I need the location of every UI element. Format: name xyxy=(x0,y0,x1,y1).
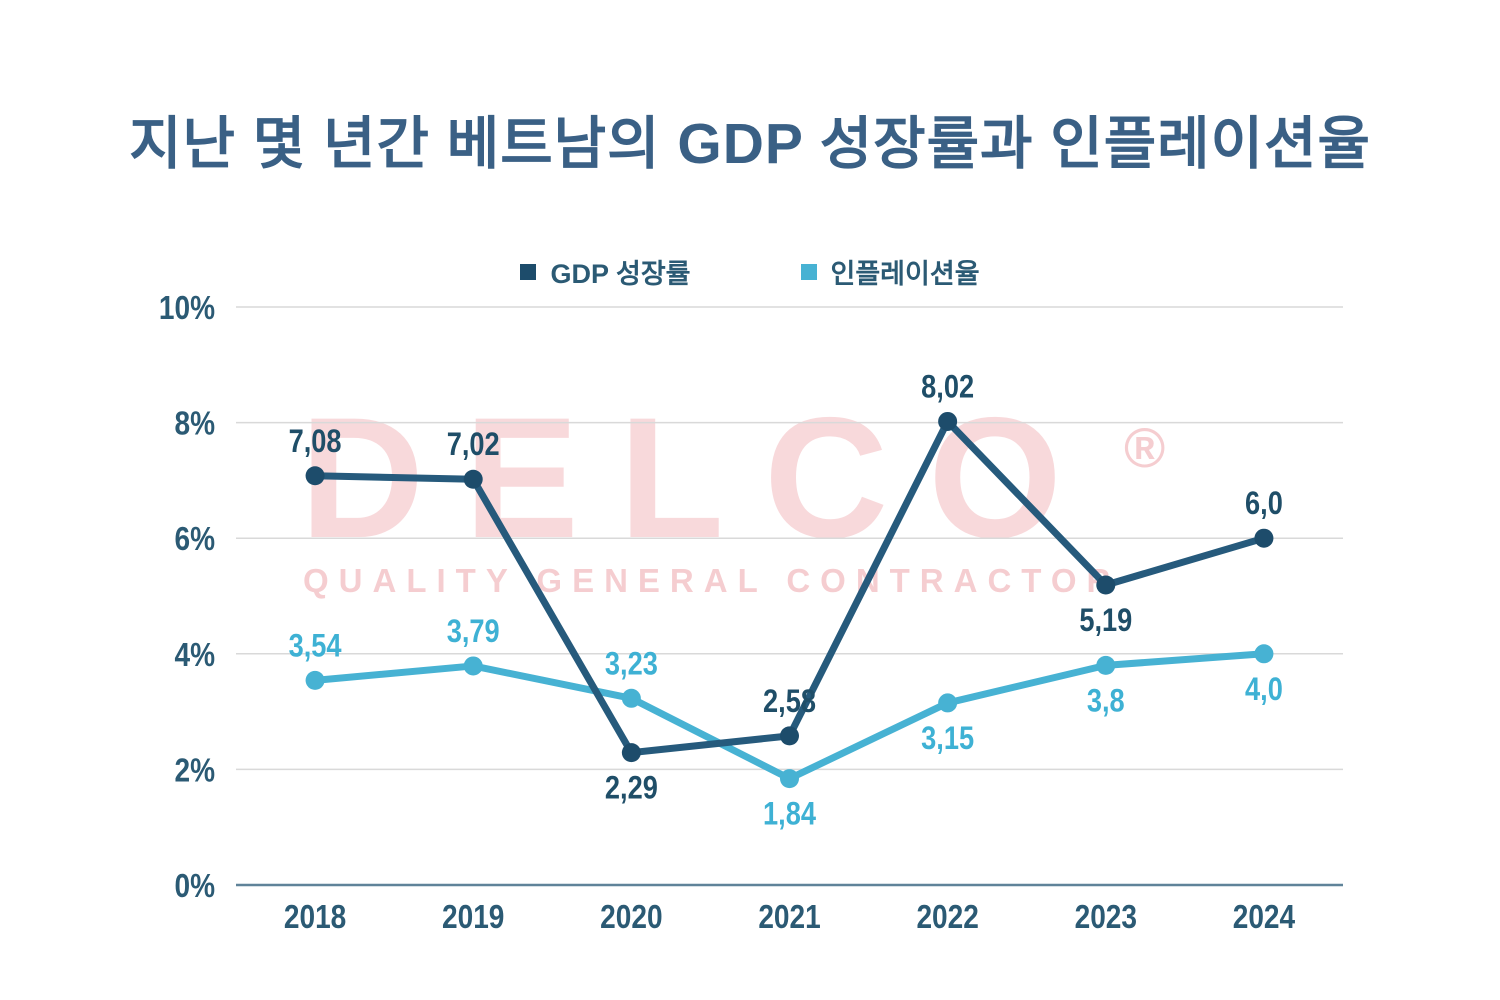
svg-text:2023: 2023 xyxy=(1075,899,1137,936)
data-point-marker xyxy=(305,670,325,690)
data-point-label: 3,15 xyxy=(921,721,974,757)
svg-text:2024: 2024 xyxy=(1233,899,1295,936)
data-point-label: 3,54 xyxy=(289,628,342,664)
svg-text:2019: 2019 xyxy=(442,899,504,936)
x-tick-label: 2020 xyxy=(600,899,662,936)
legend: GDP 성장률 인플레이션율 xyxy=(0,252,1500,291)
x-tick-label: 2021 xyxy=(758,899,820,936)
svg-text:2018: 2018 xyxy=(284,899,346,936)
svg-text:5,19: 5,19 xyxy=(1079,603,1132,639)
data-point-label: 7,02 xyxy=(447,427,500,463)
data-point-marker xyxy=(621,743,641,763)
data-point-marker xyxy=(621,688,641,708)
data-point-label: 3,79 xyxy=(447,614,500,650)
svg-text:4%: 4% xyxy=(174,637,215,674)
data-point-label: 3,8 xyxy=(1087,683,1125,719)
y-axis-labels: 0% 2% 4% 6% 8% 10% xyxy=(159,290,215,905)
svg-text:3,23: 3,23 xyxy=(605,646,658,682)
svg-text:3,8: 3,8 xyxy=(1087,683,1125,719)
svg-text:2020: 2020 xyxy=(600,899,662,936)
svg-text:2021: 2021 xyxy=(758,899,820,936)
svg-text:2,29: 2,29 xyxy=(605,771,658,807)
y-tick-label: 10% xyxy=(159,290,215,327)
data-point-label: 3,23 xyxy=(605,646,658,682)
data-point-marker xyxy=(1254,644,1274,664)
data-point-label: 2,29 xyxy=(605,771,658,807)
x-tick-label: 2018 xyxy=(284,899,346,936)
x-tick-label: 2024 xyxy=(1233,899,1295,936)
legend-item-gdp: GDP 성장률 xyxy=(520,252,691,291)
svg-text:2%: 2% xyxy=(174,752,215,789)
series-inflation xyxy=(305,644,1274,789)
svg-text:10%: 10% xyxy=(159,290,215,327)
data-point-label: 2,58 xyxy=(763,684,816,720)
legend-label-inflation: 인플레이션율 xyxy=(830,259,980,289)
legend-label-gdp: GDP 성장률 xyxy=(550,259,691,289)
svg-text:3,79: 3,79 xyxy=(447,614,500,650)
chart-title: 지난 몇 년간 베트남의 GDP 성장률과 인플레이션율 xyxy=(129,112,1371,176)
y-tick-label: 0% xyxy=(174,868,215,905)
series-gdp xyxy=(305,411,1274,763)
labels-inflation: 3,54 3,79 3,23 1,84 3,15 3,8 4,0 xyxy=(289,614,1283,832)
svg-text:6%: 6% xyxy=(174,521,215,558)
svg-text:7,08: 7,08 xyxy=(289,424,342,460)
legend-item-inflation: 인플레이션율 xyxy=(800,252,980,291)
svg-text:4,0: 4,0 xyxy=(1245,672,1283,708)
y-tick-label: 2% xyxy=(174,752,215,789)
y-tick-label: 6% xyxy=(174,521,215,558)
data-point-label: 5,19 xyxy=(1079,603,1132,639)
x-tick-label: 2023 xyxy=(1075,899,1137,936)
inflation-series-swatch-icon xyxy=(800,263,817,280)
x-tick-label: 2022 xyxy=(916,899,978,936)
svg-text:6,0: 6,0 xyxy=(1245,486,1283,522)
svg-text:8,02: 8,02 xyxy=(921,369,974,405)
registered-trademark-icon: ® xyxy=(1124,416,1166,479)
data-point-label: 6,0 xyxy=(1245,486,1283,522)
data-point-marker xyxy=(938,693,958,713)
data-point-marker xyxy=(780,726,799,746)
gdp-series-swatch-icon xyxy=(520,263,537,280)
data-point-label: 7,08 xyxy=(289,424,342,460)
data-point-marker xyxy=(1254,528,1274,548)
svg-text:3,15: 3,15 xyxy=(921,721,974,757)
svg-text:0%: 0% xyxy=(174,868,215,905)
data-point-label: 4,0 xyxy=(1245,672,1283,708)
svg-text:2,58: 2,58 xyxy=(763,684,816,720)
svg-text:8%: 8% xyxy=(174,406,215,443)
watermark-tagline: QUALITY GENERAL CONTRACTOR xyxy=(303,562,1121,599)
svg-text:2022: 2022 xyxy=(916,899,978,936)
data-point-label: 8,02 xyxy=(921,369,974,405)
x-axis-labels: 2018 2019 2020 2021 2022 2023 2024 xyxy=(284,899,1295,936)
data-point-marker xyxy=(305,466,325,486)
svg-text:3,54: 3,54 xyxy=(289,628,342,664)
gridlines xyxy=(236,306,1343,887)
data-point-marker xyxy=(1096,655,1116,675)
labels-gdp: 7,08 7,02 2,29 2,58 8,02 5,19 6,0 xyxy=(289,369,1283,806)
data-point-label: 1,84 xyxy=(763,797,816,833)
y-tick-label: 8% xyxy=(174,406,215,443)
data-point-marker xyxy=(938,411,958,431)
data-point-marker xyxy=(780,769,799,789)
data-point-marker xyxy=(463,656,483,676)
svg-text:7,02: 7,02 xyxy=(447,427,500,463)
data-point-marker xyxy=(463,469,483,489)
svg-text:1,84: 1,84 xyxy=(763,797,816,833)
data-point-marker xyxy=(1096,575,1116,595)
y-tick-label: 4% xyxy=(174,637,215,674)
x-tick-label: 2019 xyxy=(442,899,504,936)
